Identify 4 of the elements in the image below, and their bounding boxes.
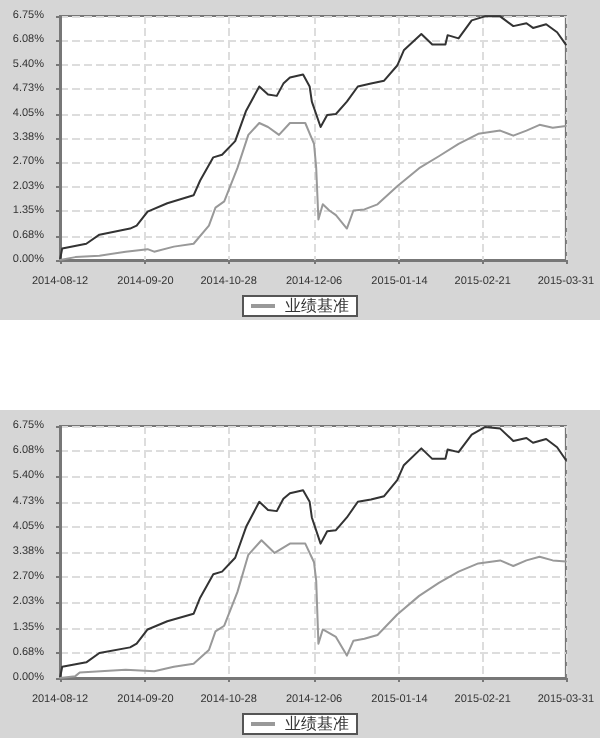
line-series <box>59 15 567 261</box>
legend-label: 业绩基准 <box>285 297 349 315</box>
legend-label: 业绩基准 <box>285 715 349 733</box>
line-series <box>59 426 567 679</box>
